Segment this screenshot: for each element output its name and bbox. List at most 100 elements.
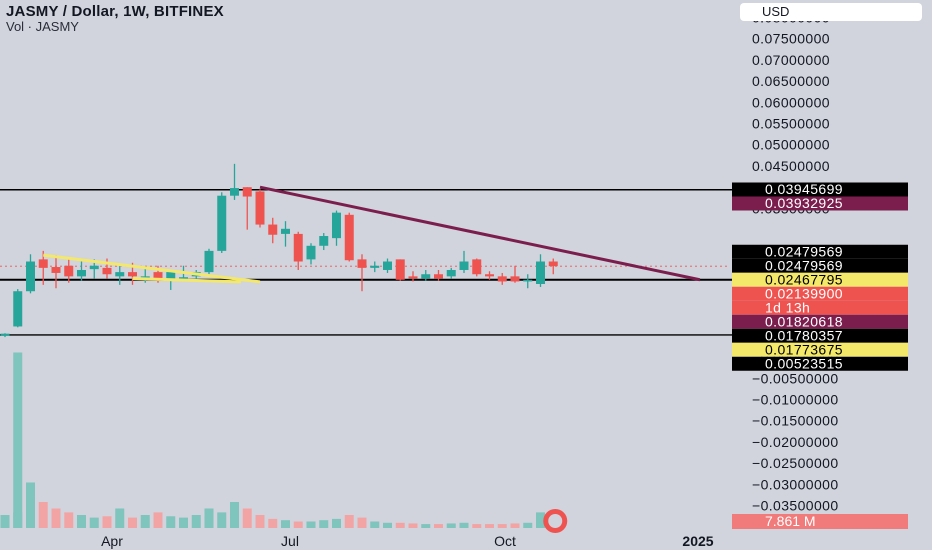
- volume-bar: [497, 524, 507, 528]
- price-tag-label: 1d 13h: [765, 299, 810, 315]
- price-tag: 0.01773675: [732, 341, 908, 357]
- volume-bar: [306, 521, 316, 528]
- volume-bar: [191, 515, 201, 528]
- candle-body: [293, 233, 303, 262]
- yellow-trendline: [132, 276, 241, 284]
- candle: [204, 248, 214, 275]
- price-tick-label: −0.02500000: [752, 455, 839, 471]
- volume-bar: [102, 516, 112, 528]
- candle-body: [115, 272, 125, 277]
- currency-selector[interactable]: USD: [740, 3, 922, 21]
- candle: [217, 192, 227, 254]
- volume-bar: [395, 522, 405, 528]
- candle: [357, 254, 367, 292]
- price-tag: 0.02139900: [732, 285, 908, 301]
- price-tag-bg: [732, 258, 908, 273]
- price-tag-bg: [732, 286, 908, 301]
- volume-bar: [293, 521, 303, 528]
- volume-bar: [242, 508, 252, 528]
- price-tag: 0.00523515: [732, 355, 908, 371]
- price-tag-bg: [732, 328, 908, 343]
- candle-body: [344, 214, 354, 261]
- candle: [281, 221, 290, 247]
- candle: [485, 271, 494, 280]
- volume-bar: [268, 518, 278, 528]
- volume-indicator-label: Vol · JASMY: [6, 19, 79, 34]
- candle-body: [26, 261, 35, 292]
- candle-body: [523, 279, 533, 282]
- candle: [293, 231, 303, 270]
- volume-tag-bg: [732, 514, 908, 529]
- volume-bar: [383, 522, 392, 528]
- price-tag-label: 0.01820618: [765, 313, 843, 329]
- candle: [344, 212, 354, 262]
- candle-body: [153, 272, 163, 280]
- volume-bar: [217, 512, 227, 528]
- yellow-trendline: [43, 253, 261, 284]
- volume-bar: [204, 508, 214, 528]
- volume-bar: [38, 502, 48, 528]
- volume-bar: [140, 515, 150, 528]
- candle: [64, 258, 74, 283]
- price-tag-label: 0.01773675: [765, 341, 843, 357]
- candle: [421, 269, 431, 281]
- volume-bar: [0, 515, 10, 528]
- price-tag-label: 0.01780357: [765, 327, 843, 343]
- candle: [255, 189, 265, 228]
- candle-body: [204, 250, 214, 273]
- candle: [230, 163, 239, 200]
- price-tick-label: −0.03500000: [752, 498, 839, 514]
- price-tag: 0.01780357: [732, 327, 908, 343]
- price-tag-bg: [732, 182, 908, 197]
- candle-body: [51, 267, 61, 273]
- candle-body: [459, 261, 469, 270]
- price-tag-bg: [732, 244, 908, 259]
- candle: [268, 217, 278, 244]
- price-tag-bg: [732, 272, 908, 287]
- candle-body: [102, 267, 112, 275]
- volume-bar: [26, 482, 35, 528]
- candle-body: [242, 187, 252, 197]
- volume-bar: [51, 508, 61, 528]
- candle-body: [536, 261, 545, 285]
- volume-bar: [421, 524, 431, 528]
- volume-bar: [166, 516, 176, 528]
- price-tag: 0.02479569: [732, 257, 908, 273]
- candle: [523, 274, 533, 289]
- price-tick-label: 0.06000000: [752, 94, 830, 110]
- volume-bar: [89, 517, 99, 528]
- candle-body: [128, 272, 137, 277]
- volume-bar: [434, 524, 443, 528]
- volume-bar: [459, 522, 469, 528]
- volume-bar: [153, 512, 163, 528]
- volume-bar: [523, 522, 533, 528]
- volume-bar: [319, 520, 329, 528]
- price-tag-label: 0.00523515: [765, 355, 843, 371]
- volume-bar: [230, 502, 239, 528]
- symbol-title: JASMY / Dollar, 1W, BITFINEX: [6, 3, 224, 20]
- price-tag-label: 0.03932925: [765, 195, 843, 211]
- candle: [13, 289, 23, 328]
- candle: [459, 250, 469, 273]
- volume-bar: [485, 524, 494, 528]
- candle-body: [510, 276, 520, 282]
- candle-body: [255, 191, 265, 225]
- price-tag: 1d 13h: [732, 299, 908, 315]
- candle-body: [77, 269, 86, 277]
- candle-body: [548, 261, 558, 267]
- price-tag: 0.03945699: [732, 181, 908, 197]
- candle-body: [230, 188, 239, 196]
- volume-bar: [179, 517, 188, 528]
- candle-body: [64, 265, 74, 277]
- candle: [306, 243, 316, 265]
- candle: [510, 265, 520, 283]
- candle-body: [13, 291, 23, 327]
- price-tag-bg: [732, 356, 908, 371]
- price-tag-bg: [732, 300, 908, 315]
- candle-body: [38, 259, 48, 268]
- price-tick-label: −0.00500000: [752, 370, 839, 386]
- candle: [51, 255, 61, 289]
- volume-bar: [115, 508, 125, 528]
- flag-icon-inner: [548, 514, 563, 528]
